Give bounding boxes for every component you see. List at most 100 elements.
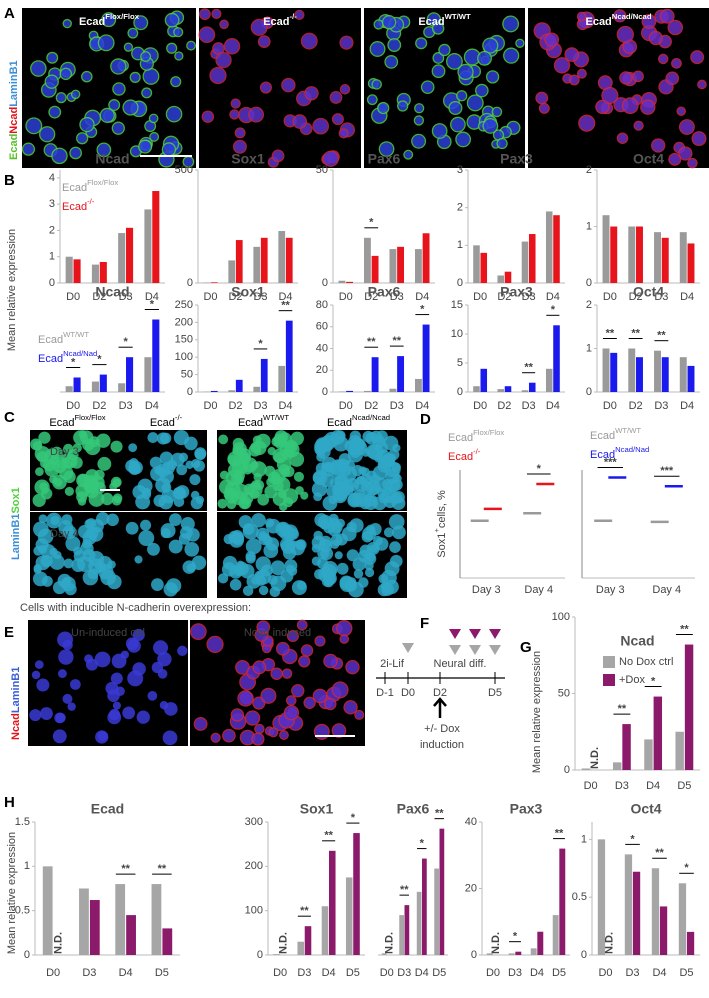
cell-nucleus <box>96 142 112 158</box>
bar <box>624 854 633 955</box>
cell-nucleus <box>658 53 669 65</box>
cell-nucleus <box>55 92 67 104</box>
cell-nucleus <box>502 15 520 33</box>
significance-label: ** <box>524 362 533 374</box>
cell-nucleus <box>169 513 182 526</box>
cell-nucleus <box>281 668 293 679</box>
significance-label: ** <box>300 905 309 917</box>
image-label: Un-induced ctrl <box>71 627 145 639</box>
legend-swatch <box>603 674 615 686</box>
bar <box>497 275 505 283</box>
cell-nucleus <box>176 464 188 476</box>
cell-nucleus <box>448 100 463 116</box>
cell-nucleus <box>163 582 178 597</box>
cell-nucleus <box>110 476 122 488</box>
cell-nucleus <box>616 132 629 144</box>
bar <box>118 383 126 392</box>
image-label-part: -/- <box>290 12 298 21</box>
cell-nucleus <box>164 702 178 716</box>
chart-title: Pax6 <box>397 801 430 817</box>
legend-label: EcadFlox/Flox <box>62 178 118 194</box>
cell-nucleus <box>215 51 232 69</box>
significance-label: ** <box>400 884 409 896</box>
bar <box>521 241 529 283</box>
cell-nucleus <box>129 71 141 83</box>
cell-nucleus <box>389 491 403 504</box>
bar <box>678 883 687 955</box>
cell-nucleus <box>54 712 66 724</box>
image-label: Ecad-/- <box>263 12 297 28</box>
cell-nucleus <box>87 568 99 580</box>
cell-nucleus <box>263 535 273 546</box>
cell-nucleus <box>384 55 399 69</box>
value-label: N.D. <box>589 747 601 769</box>
y-tick-label: 0 <box>471 949 477 961</box>
x-tick-label: D3 <box>522 291 536 303</box>
cell-nucleus <box>457 63 474 81</box>
cell-nucleus <box>125 521 139 535</box>
cell-nucleus <box>59 67 73 81</box>
cell-nucleus <box>455 131 472 148</box>
cell-nucleus <box>32 493 46 507</box>
cell-nucleus <box>112 701 121 710</box>
cell-nucleus <box>475 83 489 98</box>
cell-nucleus <box>62 639 73 651</box>
bar <box>381 953 387 955</box>
cell-nucleus <box>231 472 244 486</box>
cell-nucleus <box>177 645 188 657</box>
legend-label: Ecad-/- <box>448 447 481 463</box>
bar <box>661 237 669 283</box>
cell-nucleus <box>70 679 81 690</box>
x-tick-label: D5 <box>677 780 691 792</box>
cell-nucleus <box>43 458 56 472</box>
cell-nucleus <box>136 710 150 724</box>
value-label: N.D. <box>52 932 64 954</box>
bar <box>581 768 591 770</box>
cell-nucleus <box>122 99 139 116</box>
note: +/- Dox <box>424 723 460 735</box>
y-tick-label: 15 <box>451 299 463 311</box>
cell-nucleus <box>46 51 59 64</box>
cell-nucleus <box>219 470 229 480</box>
cell-nucleus <box>283 705 300 721</box>
x-tick-label: D0 <box>473 291 487 303</box>
x-tick-label: D0 <box>603 291 617 303</box>
significance-label: * <box>369 217 374 229</box>
legend-label-part: Ecad <box>62 201 87 213</box>
cell-nucleus <box>72 443 82 453</box>
cell-nucleus <box>334 551 343 560</box>
significance-label: ** <box>367 336 376 348</box>
cell-nucleus <box>257 35 271 48</box>
column-label: EcadNcad/Ncad <box>327 413 390 429</box>
cell-nucleus <box>329 90 343 104</box>
bar <box>397 356 405 392</box>
bar <box>422 233 430 283</box>
x-tick-label: D2 <box>497 291 511 303</box>
y-tick-label: 1 <box>457 239 463 251</box>
x-tick-label: D4 <box>680 400 694 412</box>
x-tick-label: D4 <box>546 291 560 303</box>
stain-label-part: Ncad <box>10 713 22 740</box>
cell-nucleus <box>81 70 93 83</box>
cell-nucleus <box>369 522 382 536</box>
cell-nucleus <box>229 565 243 579</box>
significance-label: ** <box>680 623 689 635</box>
y-tick-label: 0 <box>564 764 570 776</box>
significance-label: * <box>651 675 656 687</box>
cell-nucleus <box>232 446 242 456</box>
y-axis-label: Sox1+cells, % <box>432 490 448 558</box>
cell-nucleus <box>49 554 65 570</box>
bar <box>152 319 160 392</box>
bar <box>628 226 636 283</box>
stain-label-part: Ecad <box>8 134 20 160</box>
cell-nucleus <box>420 80 435 95</box>
cell-nucleus <box>413 115 425 126</box>
bar <box>486 953 493 955</box>
bar <box>686 931 695 955</box>
bar <box>399 915 404 955</box>
x-tick-label: D4 <box>530 967 544 979</box>
cell-nucleus <box>334 459 345 470</box>
bar <box>210 390 218 392</box>
bar <box>632 871 641 955</box>
cell-nucleus <box>318 538 333 553</box>
